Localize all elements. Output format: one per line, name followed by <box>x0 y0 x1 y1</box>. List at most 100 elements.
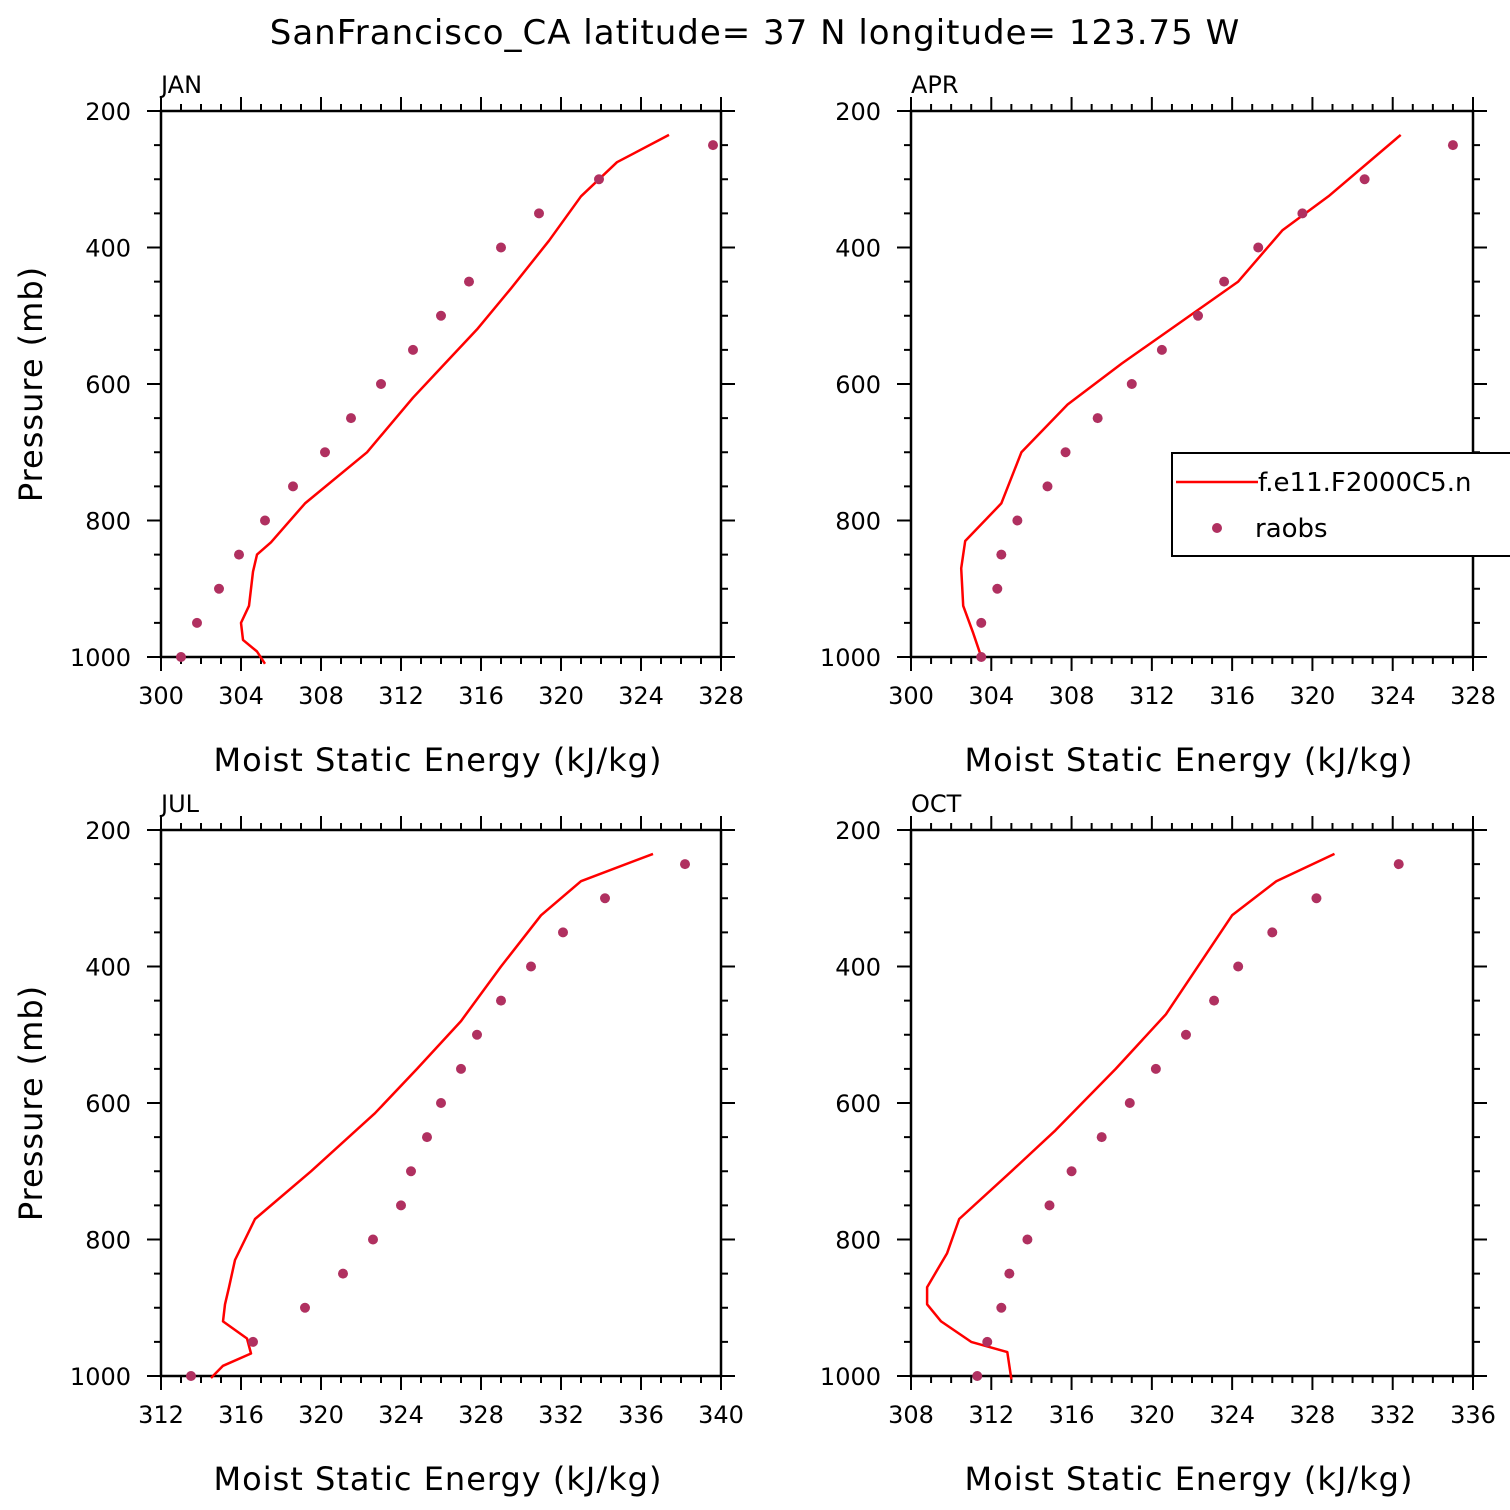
raobs-point <box>288 481 298 492</box>
x-tick-label: 340 <box>698 1401 744 1429</box>
raobs-point <box>1180 1029 1191 1040</box>
panel-label: OCT <box>911 790 962 818</box>
y-axis-title: Pressure (mb) <box>12 985 50 1221</box>
x-tick-label: 316 <box>458 682 504 710</box>
panel-jul: 312 316 320 324 328 332 336 340 200 400 600 800 1000… <box>12 790 744 1498</box>
y-tick-label: 200 <box>85 98 131 126</box>
panel-apr: 300 304 308 312 316 320 324 328 200 400 600 800 1000… <box>820 71 1496 779</box>
raobs-point <box>1060 447 1071 458</box>
legend: f.e11.F2000C5.n raobs <box>1171 452 1510 557</box>
y-tick-label: 200 <box>85 817 131 845</box>
raobs-point <box>1447 140 1458 151</box>
raobs-point <box>526 961 536 972</box>
x-tick-label: 312 <box>968 1401 1014 1429</box>
x-tick-label: 320 <box>298 1401 344 1429</box>
raobs-point <box>1209 995 1220 1006</box>
raobs-point <box>260 515 270 526</box>
panel-label: JAN <box>159 71 202 99</box>
y-tick-label: 1000 <box>70 644 131 672</box>
raobs-point <box>1022 1234 1033 1245</box>
x-tick-label: 332 <box>538 1401 584 1429</box>
x-axis-title: Moist Static Energy (kJ/kg) <box>965 1460 1414 1498</box>
x-tick-label: 328 <box>1450 682 1496 710</box>
panel-label: APR <box>911 71 959 99</box>
raobs-point <box>1124 1098 1135 1108</box>
x-tick-label: 308 <box>298 682 344 710</box>
raobs-point <box>406 1166 416 1177</box>
raobs-point <box>396 1200 406 1211</box>
y-tick-label: 600 <box>85 1090 131 1118</box>
panel-label: JUL <box>159 790 200 818</box>
raobs-point <box>192 617 202 628</box>
plot-frame <box>909 828 1475 1378</box>
x-tick-label: 328 <box>458 1401 504 1429</box>
raobs-point <box>1359 174 1370 185</box>
raobs-point <box>680 859 690 870</box>
raobs-point <box>708 140 718 151</box>
y-tick-label: 1000 <box>820 644 881 672</box>
raobs-point <box>1233 961 1244 972</box>
raobs-point <box>496 995 506 1006</box>
panels: 300 304 308 312 316 320 324 328 200 400 600 800 1000… <box>12 71 1496 1498</box>
raobs-point <box>982 1336 993 1347</box>
panel-jan: 300 304 308 312 316 320 324 328 200 400 600 800 1000… <box>12 71 744 779</box>
raobs-point <box>534 208 544 219</box>
y-tick-label: 600 <box>835 1090 881 1118</box>
x-tick-label: 312 <box>138 1401 184 1429</box>
y-tick-label: 400 <box>835 235 881 263</box>
x-tick-label: 312 <box>1129 682 1175 710</box>
model-profile-line <box>959 133 1402 658</box>
x-tick-label: 320 <box>1129 1401 1175 1429</box>
raobs-point <box>1193 310 1204 321</box>
x-tick-label: 308 <box>1049 682 1095 710</box>
x-axis-title: Moist Static Energy (kJ/kg) <box>214 1460 663 1498</box>
raobs-point <box>436 1098 446 1108</box>
raobs-point <box>338 1268 348 1279</box>
plot-frame <box>909 109 1475 659</box>
model-profile-line <box>925 852 1336 1380</box>
raobs-point <box>472 1029 482 1040</box>
raobs-point <box>1066 1166 1077 1177</box>
raobs-point <box>408 344 418 355</box>
raobs-point <box>1044 1200 1055 1211</box>
x-tick-label: 336 <box>618 1401 664 1429</box>
legend-label-model: f.e11.F2000C5.n <box>1258 468 1471 498</box>
x-tick-label: 316 <box>1209 682 1255 710</box>
raobs-point <box>996 1302 1007 1313</box>
raobs-point <box>422 1132 432 1143</box>
figure-title: SanFrancisco_CA latitude= 37 N longitude… <box>270 13 1241 53</box>
raobs-point <box>346 413 356 424</box>
raobs-point <box>1297 208 1308 219</box>
raobs-point <box>558 927 568 938</box>
x-axis-title: Moist Static Energy (kJ/kg) <box>214 741 663 779</box>
x-tick-label: 328 <box>698 682 744 710</box>
raobs-point <box>300 1302 310 1313</box>
model-profile-line <box>210 852 654 1379</box>
raobs-point <box>1092 413 1103 424</box>
x-tick-label: 304 <box>968 682 1014 710</box>
y-tick-label: 800 <box>85 1227 131 1255</box>
y-tick-label: 1000 <box>820 1363 881 1391</box>
raobs-point <box>320 447 330 458</box>
x-tick-label: 300 <box>888 682 934 710</box>
raobs-point <box>436 310 446 321</box>
y-tick-label: 800 <box>835 1227 881 1255</box>
raobs-point <box>1096 1132 1107 1143</box>
raobs-point <box>1042 481 1053 492</box>
raobs-point <box>1311 893 1322 904</box>
y-tick-label: 800 <box>835 508 881 536</box>
raobs-point <box>248 1336 258 1347</box>
raobs-point <box>464 276 474 287</box>
y-tick-label: 400 <box>85 954 131 982</box>
raobs-point <box>234 549 244 560</box>
raobs-point <box>1156 344 1167 355</box>
x-tick-label: 320 <box>538 682 584 710</box>
legend-marker-swatch <box>1212 523 1222 533</box>
raobs-point <box>214 583 224 594</box>
raobs-point <box>972 1371 983 1381</box>
x-tick-label: 336 <box>1450 1401 1496 1429</box>
x-tick-label: 332 <box>1370 1401 1416 1429</box>
y-tick-label: 800 <box>85 508 131 536</box>
raobs-point <box>1393 859 1404 870</box>
raobs-point <box>496 242 506 253</box>
